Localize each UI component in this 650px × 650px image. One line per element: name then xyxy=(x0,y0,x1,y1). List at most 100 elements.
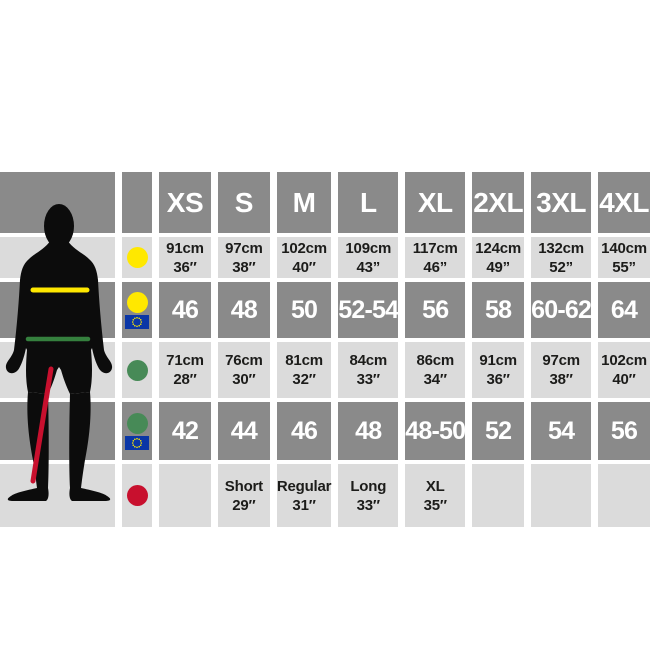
chest-cell-4xl: 140cm 55” xyxy=(598,237,650,278)
chest-eu-cell-2xl: 58 xyxy=(472,282,525,338)
chest-cm: 124cm xyxy=(475,239,522,257)
chest-cm: 140cm xyxy=(601,239,647,257)
inseam-measure-line xyxy=(30,366,54,484)
leg-marker-red-circle-icon xyxy=(126,485,148,506)
leg-cell-xs xyxy=(159,464,211,527)
waist-in: 34″ xyxy=(423,371,447,388)
chest-cell-xl: 117cm 46” xyxy=(405,237,466,278)
waist-cell-xs: 71cm 28″ xyxy=(159,342,211,398)
waist-marker-green-circle-icon xyxy=(126,412,148,434)
leg-label: Long xyxy=(350,477,387,495)
column-header-xs: XS xyxy=(159,172,211,233)
leg-cell-4xl xyxy=(598,464,650,527)
chest-cm: 97cm xyxy=(225,239,263,257)
leg-cell-l: Long 33″ xyxy=(338,464,399,527)
eu-flag-icon xyxy=(125,435,149,450)
waist-in: 32″ xyxy=(292,371,316,388)
chest-in: 43” xyxy=(356,258,381,276)
waist-in: 28″ xyxy=(173,371,197,388)
waist-cell-4xl: 102cm 40″ xyxy=(598,342,650,398)
waist-in: 33″ xyxy=(356,371,380,388)
leg-cell-s: Short 29″ xyxy=(217,464,270,527)
waist-cm: 102cm xyxy=(601,352,647,369)
waist-cell-2xl: 91cm 36″ xyxy=(472,342,525,398)
figure-band-waist-eu xyxy=(0,402,115,460)
chest-eu-cell-4xl: 64 xyxy=(598,282,650,338)
waist-cell-l: 84cm 33″ xyxy=(338,342,399,398)
waist-cm: 81cm xyxy=(285,352,323,369)
chest-marker-cell xyxy=(122,237,152,278)
column-header-s: S xyxy=(217,172,270,233)
chest-marker-yellow-circle-icon xyxy=(126,291,148,313)
chest-eu-cell-xs: 46 xyxy=(159,282,211,338)
eu-flag-icon xyxy=(125,314,149,329)
chest-in: 52” xyxy=(549,258,573,276)
chest-cell-s: 97cm 38″ xyxy=(217,237,270,278)
waist-eu-cell-xl: 48-50 xyxy=(405,402,466,460)
chest-marker-yellow-circle-icon xyxy=(126,247,148,268)
male-silhouette-figure xyxy=(5,204,113,501)
waist-cell-3xl: 97cm 38″ xyxy=(531,342,592,398)
silhouette-left-leg xyxy=(7,392,49,501)
waist-cm: 86cm xyxy=(416,352,455,369)
leg-in: 33″ xyxy=(356,496,380,514)
chest-in: 55” xyxy=(612,258,636,276)
chest-eu-cell-m: 50 xyxy=(276,282,332,338)
waist-marker-green-circle-icon xyxy=(126,359,148,381)
column-header-2xl: 2XL xyxy=(472,172,525,233)
column-header-4xl: 4XL xyxy=(598,172,650,233)
waist-cm: 84cm xyxy=(349,352,388,369)
leg-in: 35″ xyxy=(423,496,447,514)
chest-eu-cell-l: 52-54 xyxy=(338,282,399,338)
waist-cell-s: 76cm 30″ xyxy=(217,342,270,398)
waist-in: 30″ xyxy=(232,371,256,388)
chest-eu-cell-xl: 56 xyxy=(405,282,466,338)
leg-cell-m: Regular 31″ xyxy=(276,464,332,527)
waist-cm: 71cm xyxy=(166,352,204,369)
waist-marker-cell xyxy=(122,342,152,398)
waist-cm: 97cm xyxy=(542,352,580,369)
chest-in: 40″ xyxy=(292,258,316,276)
waist-eu-cell-3xl: 54 xyxy=(531,402,592,460)
chest-in: 49” xyxy=(486,258,510,276)
leg-label: XL xyxy=(425,477,445,495)
chest-cell-l: 109cm 43” xyxy=(338,237,399,278)
chest-cm: 102cm xyxy=(281,239,327,257)
waist-cell-xl: 86cm 34″ xyxy=(405,342,466,398)
chest-in: 36″ xyxy=(173,258,197,276)
column-header-m: M xyxy=(276,172,332,233)
column-header-xl: XL xyxy=(405,172,466,233)
waist-in: 36″ xyxy=(486,371,510,388)
chest-eu-cell-3xl: 60-62 xyxy=(531,282,592,338)
waist-eu-marker-cell xyxy=(122,402,152,460)
waist-eu-cell-s: 44 xyxy=(217,402,270,460)
chest-in: 38″ xyxy=(232,258,256,276)
leg-label: Short xyxy=(224,477,263,495)
waist-eu-cell-m: 46 xyxy=(276,402,332,460)
indicator-column-header xyxy=(122,172,152,233)
leg-in: 29″ xyxy=(232,496,256,514)
silhouette-torso xyxy=(5,240,113,394)
leg-label: Regular xyxy=(276,477,332,495)
waist-eu-cell-2xl: 52 xyxy=(472,402,525,460)
leg-marker-cell xyxy=(122,464,152,527)
column-header-l: L xyxy=(338,172,399,233)
column-header-3xl: 3XL xyxy=(531,172,592,233)
waist-in: 40″ xyxy=(612,371,636,388)
waist-eu-cell-4xl: 56 xyxy=(598,402,650,460)
leg-in: 31″ xyxy=(292,496,316,514)
leg-cell-xl: XL 35″ xyxy=(405,464,466,527)
chest-cell-2xl: 124cm 49” xyxy=(472,237,525,278)
leg-cell-3xl xyxy=(531,464,592,527)
leg-cell-2xl xyxy=(472,464,525,527)
waist-eu-cell-l: 48 xyxy=(338,402,399,460)
waist-eu-cell-xs: 42 xyxy=(159,402,211,460)
chest-cm: 132cm xyxy=(538,239,584,257)
chest-cm: 109cm xyxy=(345,239,392,257)
size-table: XS S M L XL 2XL 3XL 4XL 91cm 36″ 97cm 38″ … xyxy=(0,172,650,527)
waist-cell-m: 81cm 32″ xyxy=(276,342,332,398)
waist-cm: 91cm xyxy=(479,352,517,369)
chest-cell-m: 102cm 40″ xyxy=(276,237,332,278)
chest-eu-marker-cell xyxy=(122,282,152,338)
